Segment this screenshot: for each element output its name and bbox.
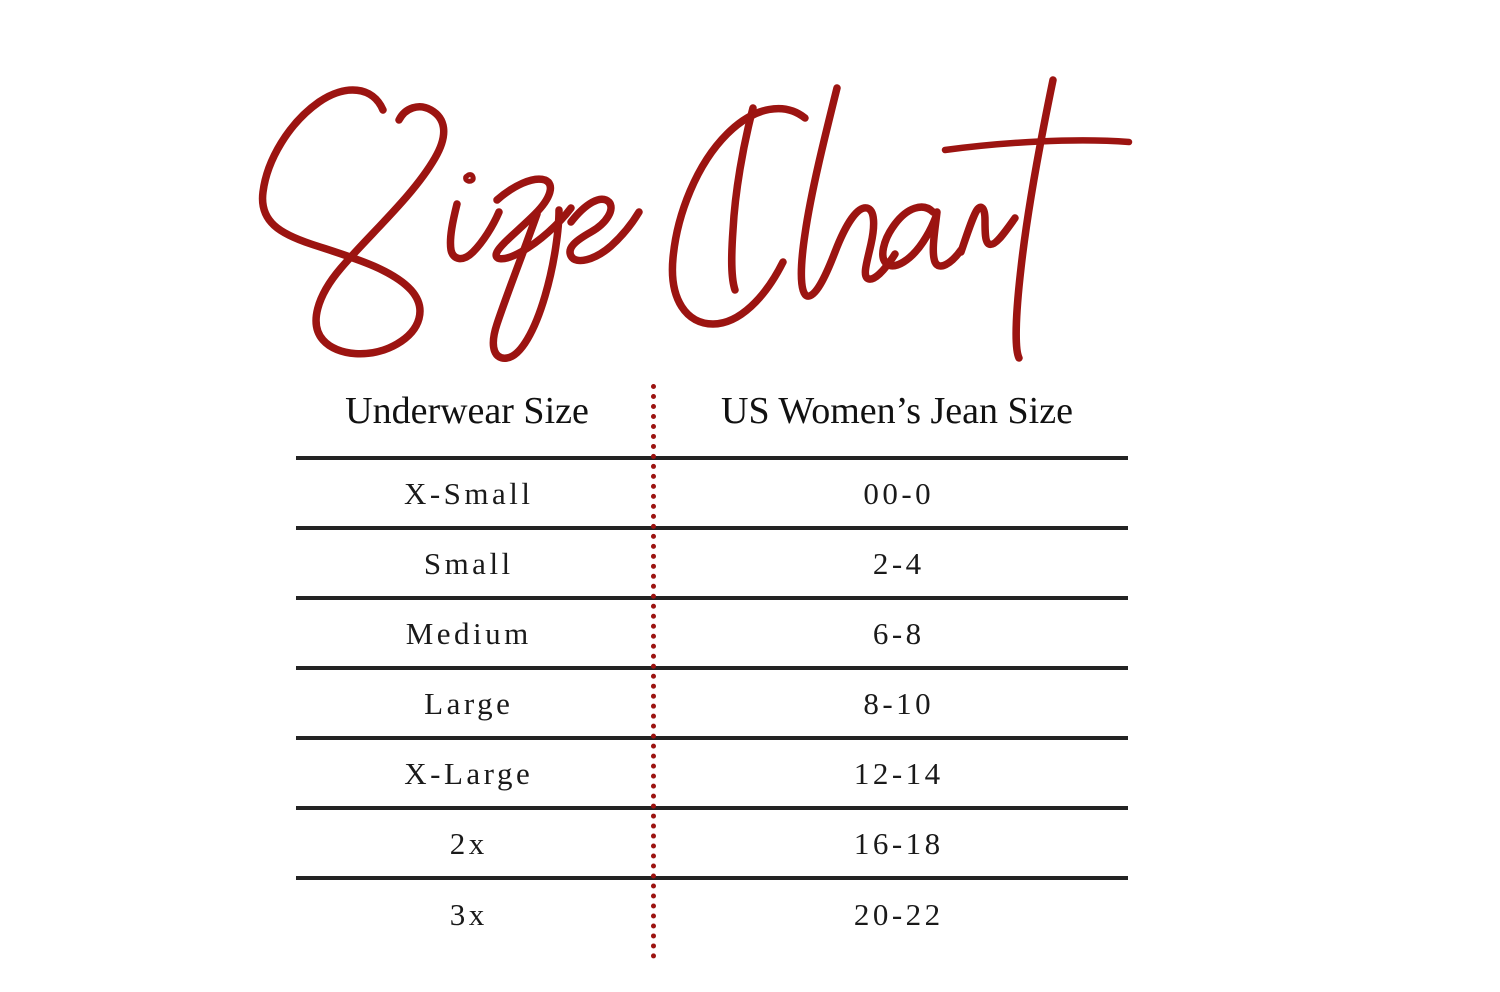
- cell-jean-size: 12-14: [652, 736, 1128, 808]
- dotted-column-divider: [651, 384, 656, 959]
- cell-underwear-size: 3x: [296, 876, 652, 948]
- cell-jean-size: 8-10: [652, 666, 1128, 738]
- cell-underwear-size: X-Small: [296, 456, 652, 528]
- cell-underwear-size: Medium: [296, 596, 652, 668]
- table-row: Medium 6-8: [296, 596, 1128, 668]
- table-row: X-Large 12-14: [296, 736, 1128, 808]
- cell-underwear-size: 2x: [296, 806, 652, 878]
- column-header-jean-size: US Women’s Jean Size: [721, 390, 1073, 432]
- table-body: X-Small 00-0 Small 2-4 Medium 6-8 Large …: [296, 456, 1128, 948]
- cell-jean-size: 16-18: [652, 806, 1128, 878]
- table: Underwear Size US Women’s Jean Size X-Sm…: [296, 392, 1128, 948]
- cell-underwear-size: Large: [296, 666, 652, 738]
- cell-jean-size: 2-4: [652, 526, 1128, 598]
- table-row: Large 8-10: [296, 666, 1128, 738]
- table-row: 3x 20-22: [296, 876, 1128, 948]
- table-row: Small 2-4: [296, 526, 1128, 598]
- cell-underwear-size: X-Large: [296, 736, 652, 808]
- page-title: Size Chart: [245, 62, 1145, 372]
- size-chart-script-lettering: [258, 76, 1133, 362]
- table-row: X-Small 00-0: [296, 456, 1128, 528]
- cell-jean-size: 6-8: [652, 596, 1128, 668]
- size-chart-table: Underwear Size US Women’s Jean Size X-Sm…: [296, 392, 1128, 948]
- cell-jean-size: 20-22: [652, 876, 1128, 948]
- cell-jean-size: 00-0: [652, 456, 1128, 528]
- column-header-underwear-size: Underwear Size: [345, 390, 589, 432]
- cell-underwear-size: Small: [296, 526, 652, 598]
- table-row: 2x 16-18: [296, 806, 1128, 878]
- table-header-row: Underwear Size US Women’s Jean Size: [296, 392, 1128, 458]
